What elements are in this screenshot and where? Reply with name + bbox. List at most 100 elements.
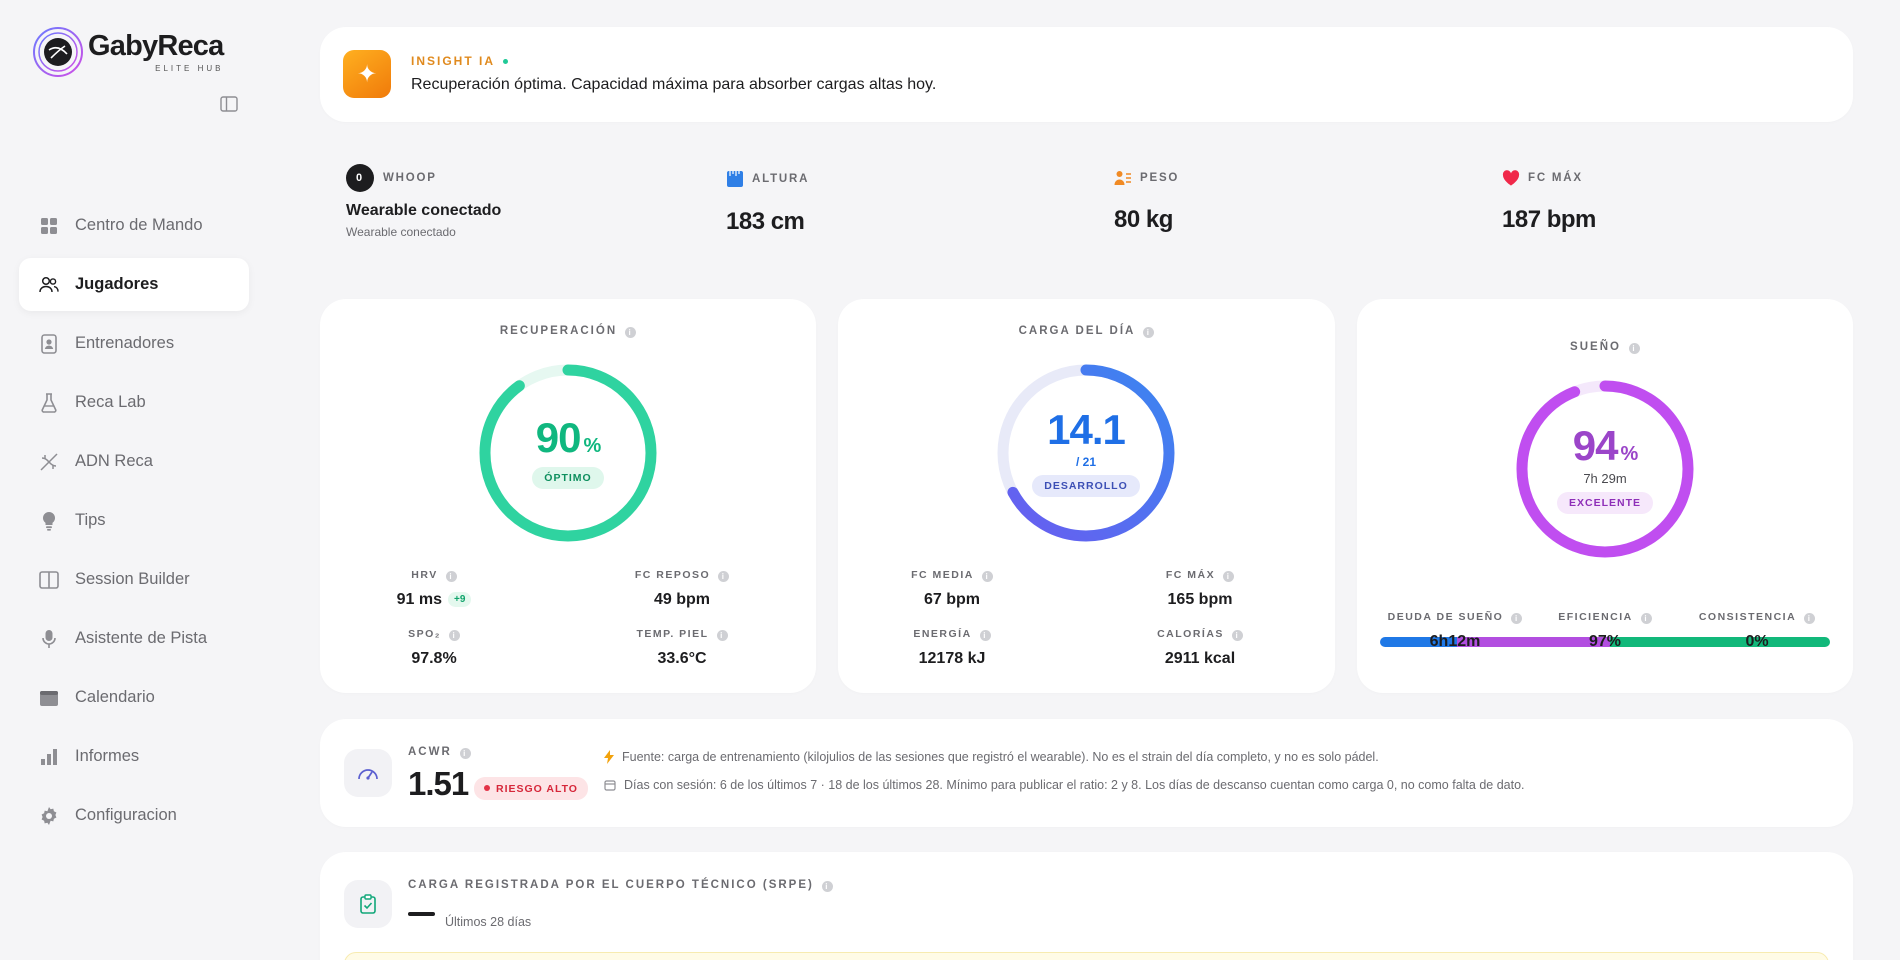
sidebar-item-label: Asistente de Pista [75,629,208,647]
sidebar-item-entrenadores[interactable]: Entrenadores [19,317,249,370]
sidebar-collapse-icon[interactable] [220,96,240,113]
gear-icon [39,806,59,826]
info-icon[interactable]: i [1143,327,1155,338]
info-icon[interactable]: i [448,630,460,641]
grid-icon [39,216,59,236]
sidebar-item-label: ADN Reca [75,452,153,470]
lightning-icon [604,750,614,764]
sidebar-item-asistente-de-pista[interactable]: Asistente de Pista [19,612,249,665]
srpe-period: Últimos 28 días [445,915,532,929]
metric-hrv: HRV i 91 ms +9 [354,569,514,609]
info-icon[interactable]: i [1223,571,1235,582]
metric-value: 6h12m [1429,633,1481,650]
metric-eficiencia: EFICIENCIA i 97% [1525,611,1685,651]
sidebar-item-label: Informes [75,747,140,765]
sidebar-item-informes[interactable]: Informes [19,730,249,783]
info-icon[interactable]: i [1640,613,1652,624]
metric-label: EFICIENCIA [1558,611,1633,623]
info-icon[interactable]: i [821,881,833,892]
columns-icon [39,570,59,590]
srpe-label: CARGA REGISTRADA POR EL CUERPO TÉCNICO (… [408,879,833,892]
info-icon[interactable]: i [981,571,993,582]
sidebar-item-jugadores[interactable]: Jugadores [19,258,249,311]
metric-value: 97% [1588,633,1622,650]
load-ring: 14.1 / 21 DESARROLLO [996,363,1176,543]
acwr-days-note: Días con sesión: 6 de los últimos 7 · 18… [604,778,1525,792]
info-icon[interactable]: i [979,630,991,641]
sidebar-item-adn-reca[interactable]: ADN Reca [19,435,249,488]
sidebar-item-label: Centro de Mando [75,216,203,234]
insight-card: ✦ INSIGHT IA Recuperación óptima. Capaci… [320,27,1853,122]
sleep-card: SUEÑO i 94% 7h 29m EXCELENTE DEUDA DE SUE… [1357,299,1853,693]
sleep-value: 94% [1572,421,1639,469]
info-icon[interactable]: i [716,630,728,641]
risk-badge: RIESGO ALTO [474,777,588,800]
sleep-ring: 94% 7h 29m EXCELENTE [1515,379,1695,559]
stat-value: 80 kg [1114,206,1173,233]
acwr-source-note: Fuente: carga de entrenamiento (kilojuli… [604,750,1379,764]
recovery-value: 90% [535,414,602,461]
sidebar-item-session-builder[interactable]: Session Builder [19,553,249,606]
dna-icon [39,452,59,472]
live-dot-icon [503,59,509,65]
wearable-status-sub: Wearable conectado [346,225,456,239]
metric-label: HRV [411,569,438,581]
metric-spo2: SPO₂ i 97.8% [354,628,514,668]
player-stats-row: 0 WHOOP Wearable conectado Wearable conec… [320,160,1853,250]
sleep-stage-segment [1456,637,1610,647]
recovery-title: RECUPERACIÓN i [320,325,816,338]
calendar-small-icon [604,779,616,791]
sidebar-item-label: Entrenadores [75,334,175,352]
sidebar-item-centro-de-mando[interactable]: Centro de Mando [19,199,249,252]
info-icon[interactable]: i [625,327,637,338]
metric-label: TEMP. PIEL [636,628,709,640]
load-title: CARGA DEL DÍA i [838,325,1335,338]
sidebar-item-label: Calendario [75,688,155,706]
metric-fc-max: FC MÁX i 165 bpm [1120,569,1280,609]
sidebar-item-label: Jugadores [75,275,159,293]
sidebar-item-calendario[interactable]: Calendario [19,671,249,724]
lightbulb-icon [39,511,59,531]
whoop-logo-icon: 0 [346,164,374,192]
sidebar-item-configuracion[interactable]: Configuracion [19,789,249,842]
metric-label: FC REPOSO [634,569,711,581]
metric-label: FC MEDIA [911,569,974,581]
metric-label: SPO₂ [408,628,441,640]
recovery-card: RECUPERACIÓN i 90% ÓPTIMO HRV i 91 ms +9 FC… [320,299,816,693]
sparkles-icon: ✦ [343,50,391,98]
brand-logo[interactable]: GabyReca ELITE HUB [32,26,224,78]
flask-icon [39,392,59,413]
metric-value: 33.6°C [657,650,707,667]
hrv-delta-badge: +9 [447,592,472,607]
sleep-title: SUEÑO i [1357,341,1853,354]
info-icon[interactable]: i [718,571,730,582]
load-value: 14.1 [1047,406,1126,453]
bar-chart-icon [39,747,59,767]
info-icon[interactable]: i [445,571,457,582]
info-icon[interactable]: i [1628,343,1640,354]
stat-value: 183 cm [726,208,805,235]
sidebar-item-reca-lab[interactable]: Reca Lab [19,376,249,429]
ruler-icon [726,170,744,188]
heart-icon [1502,170,1520,186]
info-icon[interactable]: i [459,748,471,759]
brand-name: GabyReca [88,29,224,62]
stat-label: PESO [1140,172,1180,184]
sleep-status-badge: EXCELENTE [1556,491,1653,514]
load-max: / 21 [1075,455,1096,469]
sidebar-item-label: Configuracion [75,806,177,824]
gauge-icon [344,749,392,797]
metric-value: 97.8% [411,650,457,667]
info-icon[interactable]: i [1231,630,1243,641]
sidebar-item-tips[interactable]: Tips [19,494,249,547]
metric-temp-piel: TEMP. PIEL i 33.6°C [602,628,762,668]
recovery-status-badge: ÓPTIMO [532,467,604,489]
calendar-icon [39,688,59,708]
info-icon[interactable]: i [1511,613,1523,624]
metric-label: DEUDA DE SUEÑO [1387,611,1504,623]
id-badge-icon [39,333,59,354]
info-icon[interactable]: i [1804,613,1816,624]
daily-load-card: CARGA DEL DÍA i 14.1 / 21 DESARROLLO FC M… [838,299,1335,693]
acwr-label: ACWR i [408,746,471,759]
stat-fc-max: FC MÁX 187 bpm [1502,170,1596,234]
